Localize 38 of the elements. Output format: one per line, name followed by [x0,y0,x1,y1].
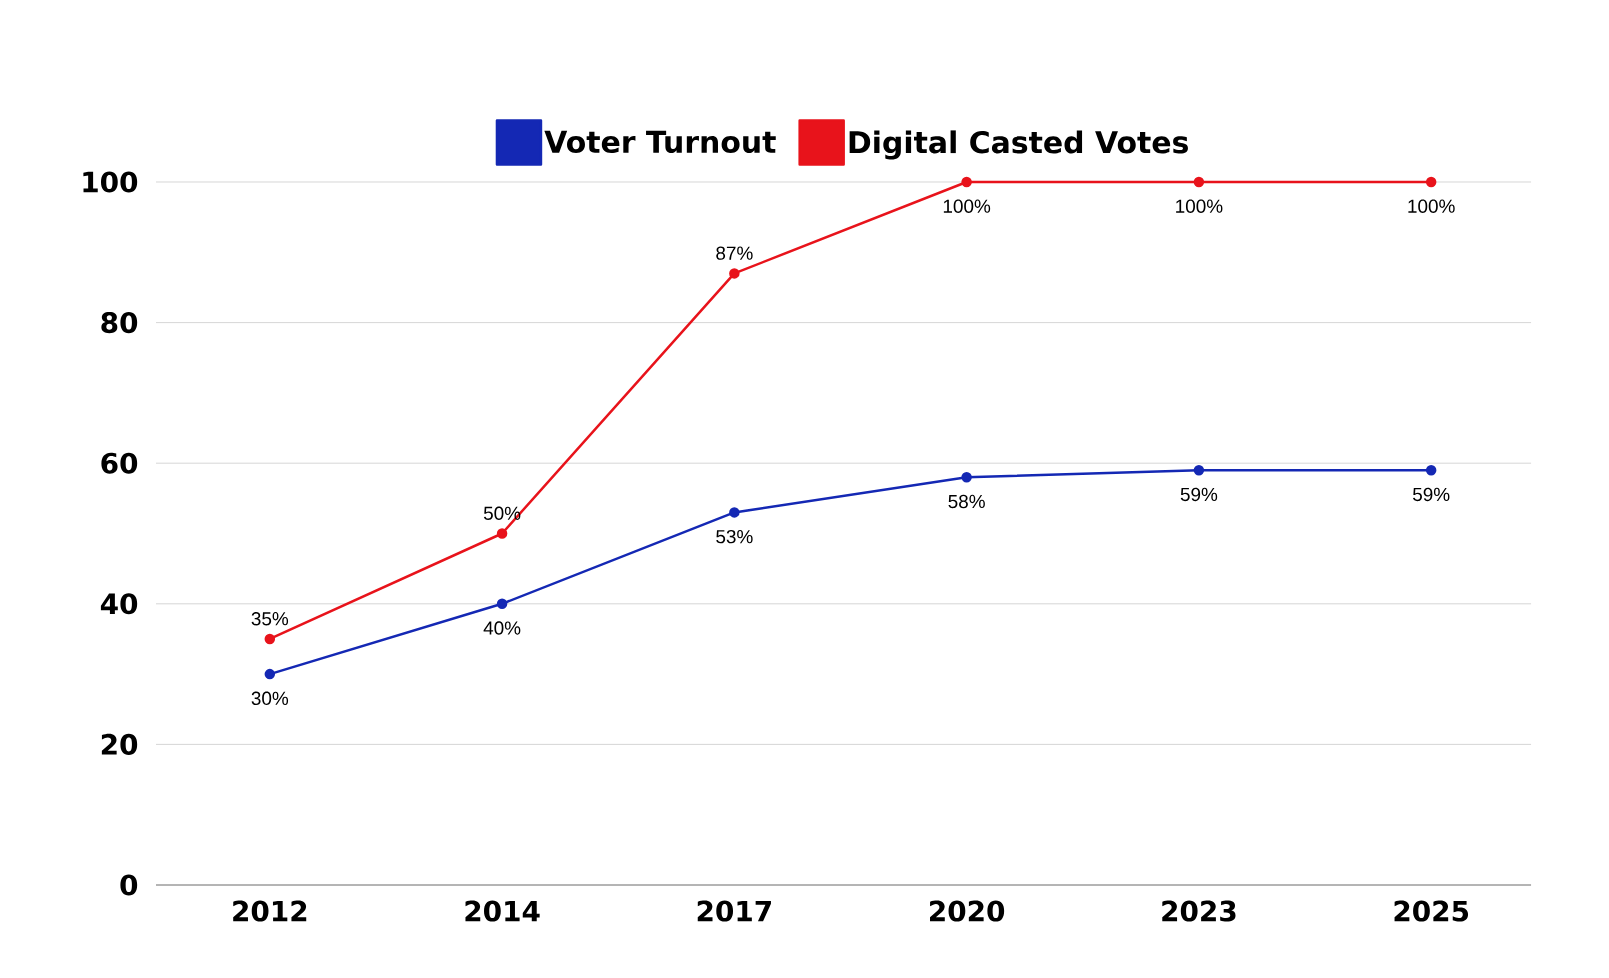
data-label: 100% [1176,199,1223,213]
data-label: 58% [948,494,985,509]
x-tick-label: 2023 [1162,900,1236,922]
point [1193,176,1205,188]
data-label: 40% [483,621,521,635]
point [1193,464,1205,476]
data-label: 87% [716,246,753,260]
legend-label: Voter Turnout [544,130,776,154]
point [264,633,276,645]
point [961,472,972,483]
data-label: 35% [251,612,289,626]
data-label: 50% [483,506,521,520]
data-label: 100% [1408,199,1455,213]
data-label: 59% [1180,487,1218,502]
y-tick-label: 0 [120,874,138,896]
x-tick-label: 2014 [465,900,540,922]
point [729,268,740,279]
data-label: 30% [251,691,289,706]
y-tick-label: 40 [100,593,138,615]
y-tick-label: 20 [101,733,138,755]
point [961,176,972,188]
point [496,528,508,539]
y-tick-label: 80 [101,312,138,334]
point [729,507,740,518]
point [1425,176,1437,188]
x-tick-label: 2017 [697,900,771,922]
x-tick-label: 2012 [233,900,307,922]
point [1425,464,1437,476]
data-label: 100% [943,199,991,213]
data-label: 53% [716,529,753,544]
y-tick-label: 60 [101,452,138,474]
point [496,598,508,610]
x-tick-label: 2025 [1394,900,1469,922]
y-tick-label: 100 [83,171,138,193]
data-label: 59% [1412,487,1450,502]
legend-label: Digital Casted Votes [849,130,1188,160]
point [264,668,276,680]
x-tick-label: 2020 [930,900,1005,922]
